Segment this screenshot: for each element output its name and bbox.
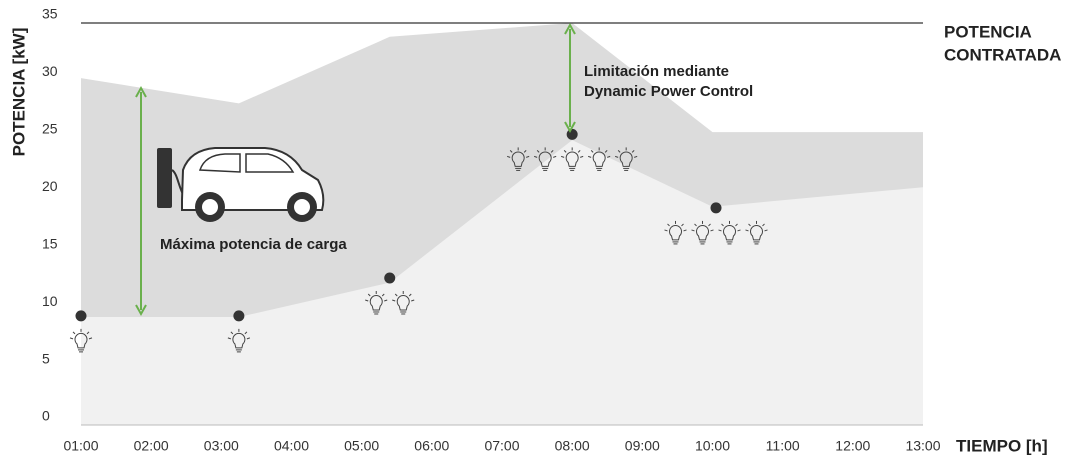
x-tick-label: 09:00 xyxy=(625,438,660,454)
y-axis-title: POTENCIA [kW] xyxy=(9,28,28,157)
chart: POTENCIA [kW] TIEMPO [h] POTENCIA CONTRAT… xyxy=(0,0,1091,459)
point xyxy=(384,272,395,283)
reference-label: POTENCIA xyxy=(944,22,1032,41)
x-tick-label: 07:00 xyxy=(484,438,519,454)
bulb-ray xyxy=(70,338,73,339)
x-tick-label: 13:00 xyxy=(905,438,940,454)
x-tick-label: 03:00 xyxy=(204,438,239,454)
y-tick-label: 25 xyxy=(42,121,58,137)
x-tick-label: 05:00 xyxy=(344,438,379,454)
x-tick-label: 08:00 xyxy=(555,438,590,454)
point xyxy=(711,202,722,213)
x-tick-label: 12:00 xyxy=(835,438,870,454)
x-tick-label: 10:00 xyxy=(695,438,730,454)
x-tick-label: 06:00 xyxy=(414,438,449,454)
x-tick-label: 02:00 xyxy=(134,438,169,454)
y-tick-label: 5 xyxy=(42,350,50,366)
reference-label: CONTRATADA xyxy=(944,45,1061,64)
annotation: Dynamic Power Control xyxy=(584,83,753,100)
x-tick-label: 04:00 xyxy=(274,438,309,454)
hub xyxy=(202,199,218,215)
y-tick-label: 35 xyxy=(42,6,58,22)
y-tick-label: 20 xyxy=(42,178,58,194)
annotation: Limitación mediante xyxy=(584,63,729,80)
point xyxy=(76,310,87,321)
y-tick-label: 15 xyxy=(42,235,58,251)
y-tick-label: 30 xyxy=(42,63,58,79)
y-tick-label: 10 xyxy=(42,293,58,309)
point xyxy=(233,310,244,321)
x-tick-label: 11:00 xyxy=(766,438,800,454)
x-tick-label: 01:00 xyxy=(63,438,98,454)
annotation: Máxima potencia de carga xyxy=(160,236,347,253)
hub xyxy=(294,199,310,215)
page: {"chart_data": { "type": "area", "y_labe… xyxy=(0,0,1091,459)
y-tick-label: 0 xyxy=(42,408,50,424)
point xyxy=(567,129,578,140)
x-axis-title: TIEMPO [h] xyxy=(956,436,1048,455)
charger xyxy=(157,148,172,208)
bulb-ray xyxy=(73,332,75,334)
